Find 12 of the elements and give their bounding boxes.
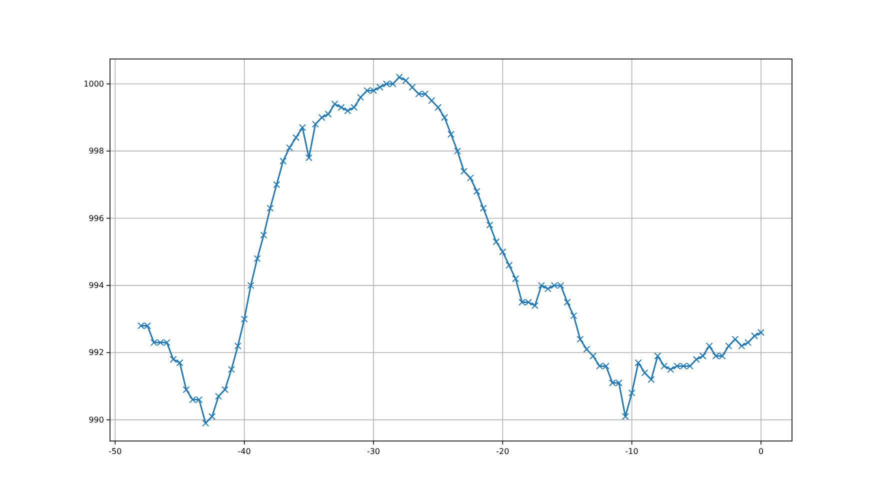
x-tick-label: 0	[758, 447, 764, 456]
x-tick-label: -20	[496, 447, 510, 456]
y-tick-label: 996	[88, 214, 104, 223]
x-tick-label: -10	[625, 447, 638, 456]
y-tick-label: 990	[88, 415, 104, 424]
y-tick-label: 1000	[84, 79, 104, 88]
x-tick-label: -50	[108, 447, 122, 456]
x-tick-label: -30	[366, 447, 380, 456]
y-tick-label: 994	[88, 281, 104, 290]
y-tick-label: 998	[88, 146, 104, 156]
x-tick-label: -40	[238, 447, 251, 456]
y-tick-label: 992	[88, 348, 104, 358]
